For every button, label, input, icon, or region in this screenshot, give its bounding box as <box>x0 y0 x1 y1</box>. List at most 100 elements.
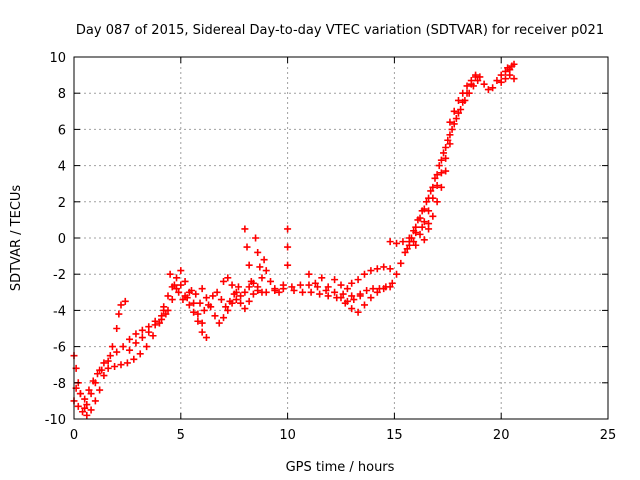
data-point <box>407 234 415 242</box>
data-point <box>115 310 123 318</box>
data-point <box>237 299 245 307</box>
data-point <box>198 319 206 327</box>
data-point <box>249 290 257 298</box>
data-point <box>113 325 121 332</box>
data-point <box>119 343 127 351</box>
data-point <box>136 350 144 358</box>
data-point <box>228 281 236 289</box>
data-point <box>363 286 371 294</box>
data-point <box>324 292 332 300</box>
data-point <box>185 301 193 309</box>
data-point <box>284 225 292 233</box>
data-point <box>271 286 279 294</box>
data-point <box>440 149 448 157</box>
data-point <box>220 314 228 322</box>
data-point <box>348 279 356 287</box>
data-point <box>262 288 270 296</box>
data-point <box>232 288 240 296</box>
data-point <box>343 285 351 293</box>
data-point <box>429 212 437 220</box>
data-point <box>433 182 441 190</box>
data-point <box>497 71 505 79</box>
data-point <box>414 216 422 224</box>
data-point <box>350 296 358 304</box>
data-point <box>288 283 296 291</box>
data-point <box>296 281 304 289</box>
data-point <box>422 198 430 206</box>
x-tick-label: 15 <box>386 428 403 443</box>
data-point <box>149 332 157 340</box>
data-point <box>356 292 364 300</box>
data-point <box>446 118 454 126</box>
data-point <box>175 288 183 296</box>
data-point <box>331 288 339 296</box>
data-point <box>437 169 445 177</box>
data-point <box>450 107 458 115</box>
data-point <box>452 115 460 123</box>
data-point <box>305 281 313 289</box>
data-point <box>375 285 383 293</box>
y-axis-label: SDTVAR / TECUs <box>9 185 24 292</box>
data-point <box>410 227 418 235</box>
data-point <box>158 315 166 323</box>
data-point <box>166 270 174 278</box>
data-point <box>416 230 424 238</box>
data-point <box>380 263 388 271</box>
data-point <box>420 218 428 226</box>
data-point <box>198 285 206 293</box>
data-point <box>401 248 409 256</box>
data-point <box>457 105 465 113</box>
data-point <box>213 288 221 296</box>
data-point <box>177 281 185 289</box>
data-point <box>108 343 116 351</box>
data-point <box>501 75 509 83</box>
data-point <box>360 270 368 278</box>
data-point <box>164 306 172 314</box>
data-point <box>217 296 225 304</box>
data-point <box>138 334 146 342</box>
data-point <box>442 167 450 175</box>
data-point <box>425 225 433 233</box>
data-point <box>367 267 375 275</box>
data-point <box>472 71 480 79</box>
data-point <box>311 279 319 287</box>
y-tick-label: 2 <box>58 196 66 211</box>
data-point <box>427 187 435 195</box>
data-point <box>331 276 339 284</box>
data-point <box>202 334 210 342</box>
data-point <box>348 292 356 300</box>
data-point <box>100 359 108 367</box>
y-tick-label: -4 <box>53 304 66 319</box>
data-point <box>465 89 473 97</box>
data-point <box>450 120 458 128</box>
data-point <box>318 274 326 282</box>
data-point <box>290 286 298 294</box>
axis-ticks: 0 5 10 15 20 25 -10 -8 -6 -4 -2 0 2 4 6 8 10 <box>45 51 617 443</box>
grid-lines <box>74 57 608 419</box>
data-point <box>143 343 151 351</box>
data-point <box>145 328 153 336</box>
data-point <box>123 359 131 367</box>
data-point <box>202 294 210 302</box>
data-point <box>164 292 172 300</box>
data-point <box>106 352 114 360</box>
y-tick-label: 4 <box>58 160 66 175</box>
chart-title: Day 087 of 2015, Sidereal Day-to-day VTE… <box>76 23 604 38</box>
data-point <box>454 96 462 104</box>
data-point <box>160 303 168 311</box>
x-axis-label: GPS time / hours <box>286 460 395 475</box>
data-point <box>232 296 240 304</box>
data-point <box>220 277 228 285</box>
data-point <box>386 265 394 273</box>
data-point <box>247 277 255 285</box>
y-tick-label: 10 <box>49 51 66 66</box>
data-point <box>81 395 89 403</box>
data-point <box>89 377 97 385</box>
data-point <box>448 125 456 133</box>
data-point <box>360 301 368 309</box>
data-point <box>412 223 420 231</box>
data-point <box>87 390 95 398</box>
data-point <box>279 285 287 293</box>
data-point <box>74 402 82 410</box>
